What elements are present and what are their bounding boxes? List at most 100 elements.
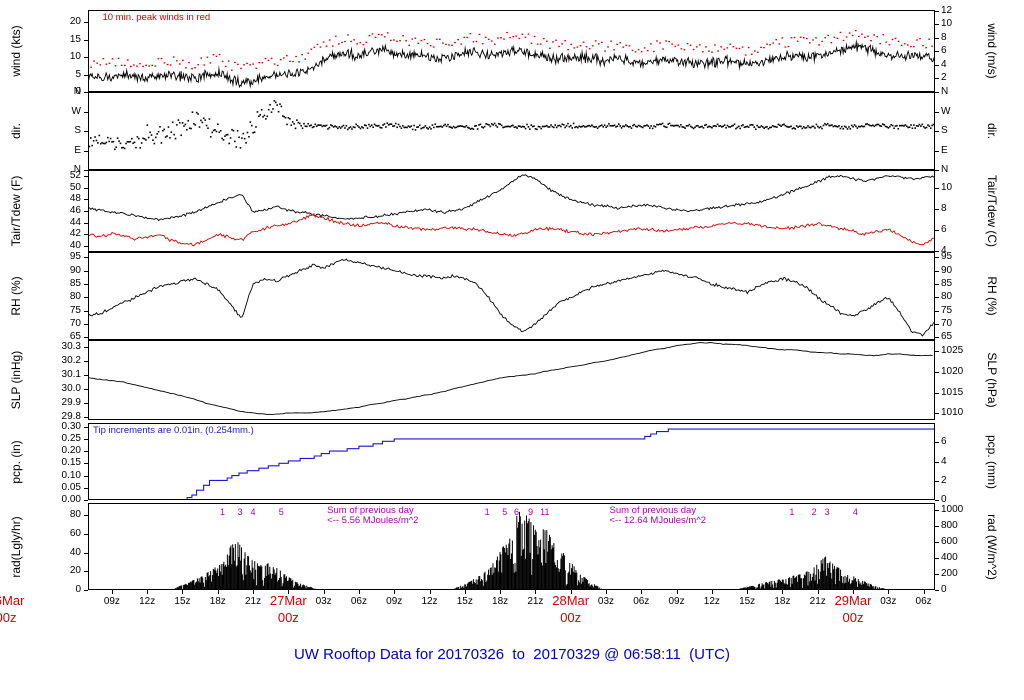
y-tick-label-left-temp: 50 bbox=[69, 181, 81, 193]
y-tick-label-right-slp: 1025 bbox=[941, 345, 964, 357]
y-tick-label-left-wind: 10 bbox=[69, 51, 81, 63]
y-tick-label-left-rh: 70 bbox=[69, 318, 81, 329]
y-tick-label-right-rh: 85 bbox=[941, 278, 953, 289]
axis-title-left-rh: RH (%) bbox=[9, 276, 23, 316]
y-tick-label-left-pcp: 0.00 bbox=[61, 494, 81, 505]
axis-title-left-pcp: pcp. (in) bbox=[9, 439, 23, 484]
figure-title: UW Rooftop Data for 20170326 to 20170329… bbox=[293, 646, 731, 663]
y-tick-label-right-rh: 75 bbox=[941, 304, 953, 316]
y-tick-label-left-slp: 30.2 bbox=[61, 355, 81, 367]
x-tick-label: 21z bbox=[809, 596, 826, 607]
y-tick-label-left-dir: N bbox=[73, 86, 81, 97]
y-tick-label-right-dir: W bbox=[941, 105, 951, 117]
x-tick-label: 03z bbox=[315, 596, 332, 607]
solar-spike-label: 1 bbox=[219, 507, 225, 517]
y-tick-label-right-wind: 8 bbox=[941, 31, 947, 43]
x-tick-label: 18z bbox=[774, 596, 791, 607]
y-tick-label-left-pcp: 0.20 bbox=[61, 445, 81, 457]
axis-title-left-rad: rad(Lgly/hr) bbox=[9, 515, 23, 578]
y-tick-label-left-temp: 42 bbox=[69, 228, 81, 240]
panel-annotation-rad-0: <-- 5.56 MJoules/m^2 bbox=[327, 515, 419, 526]
y-tick-label-right-wind: 6 bbox=[941, 45, 947, 57]
x-tick-label: 03z bbox=[880, 596, 897, 607]
solar-spike-label: 3 bbox=[824, 507, 830, 517]
y-tick-label-right-dir: E bbox=[941, 144, 948, 156]
y-tick-label-left-pcp: 0.10 bbox=[61, 469, 81, 481]
y-tick-label-right-rad: 200 bbox=[941, 567, 958, 579]
x-date-label: 27Mar bbox=[269, 593, 307, 608]
y-tick-label-right-pcp: 2 bbox=[941, 474, 947, 486]
y-tick-label-left-dir: W bbox=[71, 105, 81, 117]
x-tick-label: 06z bbox=[633, 596, 650, 607]
x-tick-label: 12z bbox=[421, 596, 438, 607]
y-tick-label-left-wind: 20 bbox=[69, 16, 81, 28]
solar-spike-label: 9 bbox=[528, 507, 534, 517]
y-tick-label-left-dir: N bbox=[73, 164, 81, 175]
x-date-label: 29Mar bbox=[834, 593, 872, 608]
y-tick-label-left-rad: 80 bbox=[69, 509, 81, 521]
y-tick-label-right-temp: 6 bbox=[941, 223, 947, 235]
y-tick-label-right-dir: N bbox=[941, 86, 949, 97]
y-tick-label-left-rh: 80 bbox=[69, 291, 81, 303]
solar-spike-label: 5 bbox=[502, 507, 508, 517]
x-date-label-00z: 00z bbox=[560, 610, 582, 625]
y-tick-label-right-rh: 80 bbox=[941, 291, 953, 303]
y-tick-label-right-slp: 1020 bbox=[941, 366, 964, 377]
y-tick-label-left-dir: E bbox=[74, 144, 81, 156]
y-tick-label-right-rh: 90 bbox=[941, 264, 953, 276]
axis-title-left-slp: SLP (inHg) bbox=[9, 350, 23, 410]
y-tick-label-right-rad: 1000 bbox=[941, 503, 964, 515]
x-date-label: 26Mar bbox=[0, 593, 25, 608]
y-tick-label-left-rad: 0 bbox=[75, 584, 81, 595]
x-tick-label: 21z bbox=[527, 596, 544, 607]
solar-spike-label: 4 bbox=[250, 507, 256, 517]
y-tick-label-left-temp: 44 bbox=[69, 216, 81, 228]
y-tick-label-right-rh: 70 bbox=[941, 318, 953, 329]
axis-title-left-dir: dir. bbox=[9, 122, 23, 140]
solar-spike-label: 11 bbox=[540, 507, 550, 517]
solar-spike-label: 6 bbox=[514, 507, 520, 517]
x-tick-label: 18z bbox=[492, 596, 509, 607]
y-tick-label-left-dir: S bbox=[74, 125, 81, 136]
panel-annotation-rad-0: Sum of previous day bbox=[327, 505, 414, 516]
y-tick-label-right-temp: 10 bbox=[941, 181, 953, 193]
x-tick-label: 03z bbox=[597, 596, 615, 607]
x-tick-label: 12z bbox=[703, 596, 720, 607]
x-tick-label: 09z bbox=[668, 596, 685, 607]
x-tick-label: 15z bbox=[174, 596, 191, 607]
x-tick-label: 18z bbox=[209, 596, 226, 607]
solar-spike-label: 1 bbox=[789, 507, 795, 517]
y-tick-label-right-pcp: 0 bbox=[941, 494, 947, 505]
y-tick-label-left-rad: 60 bbox=[69, 527, 81, 539]
y-tick-label-left-rh: 95 bbox=[69, 251, 81, 263]
x-tick-label: 09z bbox=[386, 596, 403, 607]
solar-spike-label: 5 bbox=[278, 507, 284, 517]
axis-title-left-wind: wind (kts) bbox=[9, 25, 23, 77]
axis-title-right-pcp: pcp. (mm) bbox=[985, 434, 999, 489]
y-tick-label-left-rh: 75 bbox=[69, 304, 81, 316]
y-tick-label-right-wind: 12 bbox=[941, 4, 953, 16]
x-date-label: 28Mar bbox=[552, 593, 590, 608]
y-tick-label-left-rh: 90 bbox=[69, 264, 81, 276]
y-tick-label-left-rad: 40 bbox=[69, 546, 81, 558]
axis-title-right-rh: RH (%) bbox=[985, 276, 999, 316]
x-tick-label: 15z bbox=[739, 596, 756, 607]
x-tick-label: 06z bbox=[350, 596, 367, 607]
axis-title-right-dir: dir. bbox=[985, 122, 999, 140]
x-date-label-00z: 00z bbox=[277, 610, 299, 625]
axis-title-right-slp: SLP (hPa) bbox=[985, 352, 999, 408]
y-tick-label-right-wind: 2 bbox=[941, 72, 947, 84]
y-tick-label-right-slp: 1010 bbox=[941, 407, 964, 419]
y-tick-label-right-dir: N bbox=[941, 164, 949, 175]
y-tick-label-left-pcp: 0.25 bbox=[61, 432, 81, 444]
y-tick-label-left-pcp: 0.15 bbox=[61, 457, 81, 469]
y-tick-label-right-pcp: 6 bbox=[941, 436, 947, 448]
y-tick-label-left-slp: 30.1 bbox=[61, 369, 81, 381]
y-tick-label-right-rh: 65 bbox=[941, 331, 953, 343]
y-tick-label-right-rad: 400 bbox=[941, 551, 958, 563]
y-tick-label-left-slp: 30.0 bbox=[61, 383, 81, 395]
y-tick-label-left-temp: 46 bbox=[69, 205, 81, 216]
